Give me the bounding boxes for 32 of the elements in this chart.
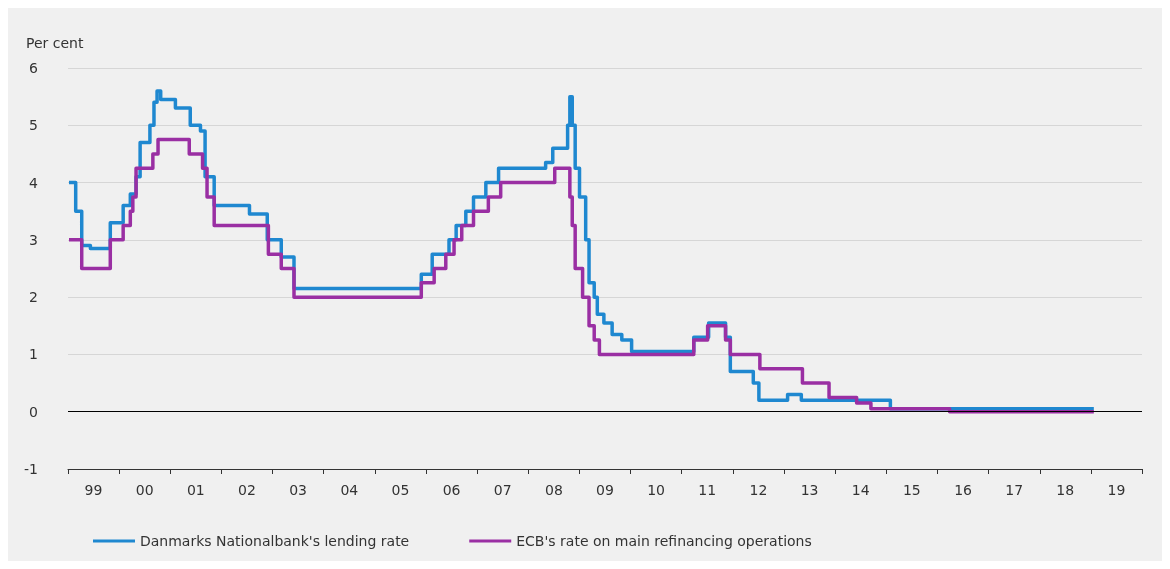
y-tick-label: 4	[29, 174, 39, 191]
x-tick-label: 00	[135, 482, 154, 498]
x-tick-label: 12	[749, 482, 768, 498]
x-tick-label: 14	[851, 482, 870, 498]
x-tick-label: 17	[1005, 482, 1024, 498]
y-tick-label: 5	[29, 117, 38, 134]
x-tick-label: 06	[442, 482, 461, 498]
y-tick-label: 0	[29, 403, 38, 420]
x-tick-label: 08	[544, 482, 563, 498]
y-axis-title: Per cent	[26, 35, 84, 51]
x-tick-label: 19	[1107, 482, 1126, 498]
x-tick-label: 09	[596, 482, 614, 498]
x-tick-label: 02	[238, 482, 256, 498]
y-tick-label: 2	[29, 289, 38, 306]
y-tick-label: -1	[24, 461, 38, 477]
x-tick-label: 07	[493, 482, 512, 498]
x-tick-label: 16	[954, 482, 973, 498]
legend-label: Danmarks Nationalbank's lending rate	[140, 533, 410, 549]
x-tick-label: 13	[800, 482, 819, 498]
x-tick-label: 11	[698, 482, 717, 498]
x-tick-label: 99	[84, 482, 103, 498]
x-tick-label: 05	[391, 482, 410, 498]
y-tick-label: 6	[29, 60, 39, 76]
x-tick-label: 15	[902, 482, 921, 498]
x-tick-label: 01	[186, 482, 205, 498]
x-tick-label: 18	[1056, 482, 1075, 498]
x-tick-label: 10	[647, 482, 666, 498]
legend-label: ECB's rate on main refinancing operations	[516, 533, 812, 549]
y-tick-label: 3	[29, 231, 38, 248]
x-tick-label: 03	[289, 482, 307, 498]
y-tick-label: 1	[29, 346, 38, 363]
x-tick-label: 04	[340, 482, 359, 498]
